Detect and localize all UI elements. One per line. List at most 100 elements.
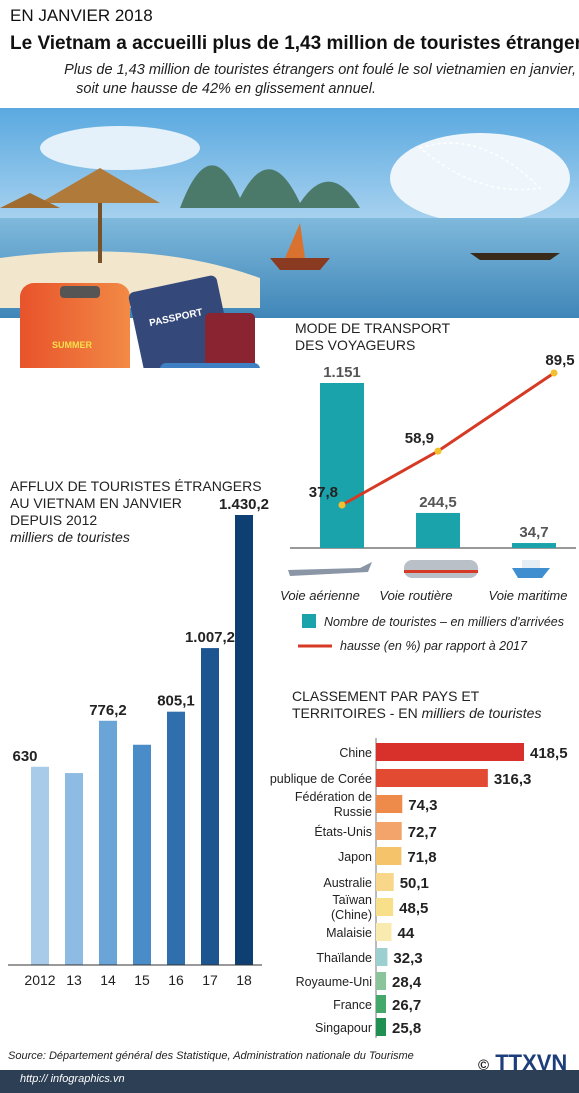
passport-red xyxy=(205,313,255,368)
country-value-label: 32,3 xyxy=(393,950,422,967)
blue-case xyxy=(160,363,260,368)
legend-bar-text: Nombre de touristes – en milliers d'arri… xyxy=(324,615,564,629)
cloud xyxy=(40,126,200,170)
year-value-label: 1.007,2 xyxy=(185,629,235,646)
country-label: Thaïlande xyxy=(316,951,372,965)
country-value-label: 26,7 xyxy=(392,997,421,1014)
country-bar xyxy=(376,847,402,865)
transport-bar xyxy=(320,383,364,548)
year-bar xyxy=(99,720,117,965)
year-value-label: 630 xyxy=(12,748,37,765)
footer-url[interactable]: http:// infographics.vn xyxy=(20,1073,125,1085)
year-tick-label: 14 xyxy=(100,972,116,988)
country-label: Australie xyxy=(323,876,372,890)
country-value-label: 316,3 xyxy=(494,771,532,788)
year-tick-label: 17 xyxy=(202,972,218,988)
transport-category-label: Voie aérienne xyxy=(280,588,360,603)
country-bar xyxy=(376,743,524,761)
year-tick-label: 16 xyxy=(168,972,184,988)
country-value-label: 71,8 xyxy=(407,849,436,866)
yearly-chart-title: AFFLUX DE TOURISTES ÉTRANGERS AU VIETNAM… xyxy=(10,478,262,545)
cloud xyxy=(390,133,570,223)
transport-bar-label: 34,7 xyxy=(519,524,548,541)
year-bar xyxy=(31,766,49,965)
country-value-label: 28,4 xyxy=(392,974,422,991)
transport-category-label: Voie maritime xyxy=(489,588,568,603)
header-date: EN JANVIER 2018 xyxy=(10,6,153,25)
transport-category-label: Voie routière xyxy=(379,588,452,603)
country-label: République de Corée xyxy=(270,772,372,786)
country-bar xyxy=(376,769,488,787)
airplane-icon xyxy=(288,562,372,576)
header-subtitle: Plus de 1,43 million de touristes étrang… xyxy=(16,61,576,99)
year-value-label: 805,1 xyxy=(157,693,195,710)
source-note: Source: Département général des Statisti… xyxy=(8,1050,414,1062)
year-tick-label: 15 xyxy=(134,972,150,988)
growth-line xyxy=(341,371,555,507)
country-label: (Chine) xyxy=(331,908,372,922)
year-tick-label: 13 xyxy=(66,972,82,988)
year-bar xyxy=(65,773,83,965)
country-label: Singapour xyxy=(315,1021,372,1035)
beach-umbrella xyxy=(40,168,160,203)
country-bar xyxy=(376,795,403,813)
country-bar xyxy=(376,873,394,891)
year-tick-label: 2012 xyxy=(24,972,55,988)
country-bar xyxy=(376,1018,386,1036)
fishing-boat xyxy=(470,253,560,260)
footer-band xyxy=(0,1070,579,1093)
subtitle-line-1: Plus de 1,43 million de touristes étrang… xyxy=(64,62,576,78)
yearly-bar-chart: 630 2012 13 776,2 14 15 805,1 16 1.007,2 17 1.430,… xyxy=(8,496,269,988)
country-value-label: 44 xyxy=(398,925,415,942)
growth-label: 89,5 xyxy=(545,355,574,369)
train-stripe xyxy=(404,570,478,573)
year-tick-label: 18 xyxy=(236,972,252,988)
country-value-label: 48,5 xyxy=(399,900,428,917)
country-label: Chine xyxy=(339,746,372,760)
legend-line-text: hausse (en %) par rapport à 2017 xyxy=(340,639,528,653)
country-bar-chart: Chine 418,5 République de Corée 316,3 Fédéra… xyxy=(270,738,568,1038)
growth-point xyxy=(434,447,442,455)
fishing-net xyxy=(418,142,542,191)
transport-bar-label: 1.151 xyxy=(323,364,361,381)
transport-chart: 1.151 244,5 34,7 37,8 58,9 89,5 Voie aérienne V… xyxy=(280,355,576,653)
growth-point xyxy=(550,369,558,377)
country-bar xyxy=(376,972,387,990)
country-label: France xyxy=(333,998,372,1012)
country-label: Royaume-Uni xyxy=(296,975,372,989)
growth-label: 37,8 xyxy=(309,484,338,501)
country-value-label: 74,3 xyxy=(408,797,437,814)
transport-bar-label: 244,5 xyxy=(419,494,457,511)
country-bar xyxy=(376,923,392,941)
growth-label: 58,9 xyxy=(405,430,434,447)
ship-cabin xyxy=(522,560,540,568)
country-label: Taïwan xyxy=(332,893,372,907)
legend-bar-swatch xyxy=(302,614,316,628)
country-value-label: 25,8 xyxy=(392,1020,421,1037)
subtitle-line-2: soit une hausse de 42% en glissement ann… xyxy=(76,81,376,97)
hero-illustration: SUMMER PASSPORT xyxy=(0,108,579,368)
country-label: Malaisie xyxy=(326,926,372,940)
year-bar xyxy=(235,515,253,965)
orange-suitcase xyxy=(20,283,130,368)
country-label: Fédération de xyxy=(295,790,372,804)
country-value-label: 418,5 xyxy=(530,745,568,762)
country-value-label: 50,1 xyxy=(400,875,429,892)
country-bar xyxy=(376,822,402,840)
country-label: États-Unis xyxy=(314,824,372,839)
country-bar xyxy=(376,948,388,966)
country-bar xyxy=(376,898,394,916)
year-bar xyxy=(201,648,219,965)
transport-bar xyxy=(512,543,556,548)
header-title: Le Vietnam a accueilli plus de 1,43 mill… xyxy=(10,33,579,54)
transport-chart-title: MODE DE TRANSPORT DES VOYAGEURS xyxy=(295,320,451,353)
transport-bar xyxy=(416,512,460,548)
year-bar xyxy=(167,711,185,965)
ship-icon xyxy=(512,568,550,578)
year-value-label: 1.430,2 xyxy=(219,496,269,513)
country-chart-title: CLASSEMENT PAR PAYS ET TERRITOIRES - EN … xyxy=(292,688,542,721)
growth-point xyxy=(338,501,346,509)
country-bar xyxy=(376,995,386,1013)
summer-tag-text: SUMMER xyxy=(52,340,92,350)
yearly-chart-unit: milliers de touristes xyxy=(10,529,130,545)
